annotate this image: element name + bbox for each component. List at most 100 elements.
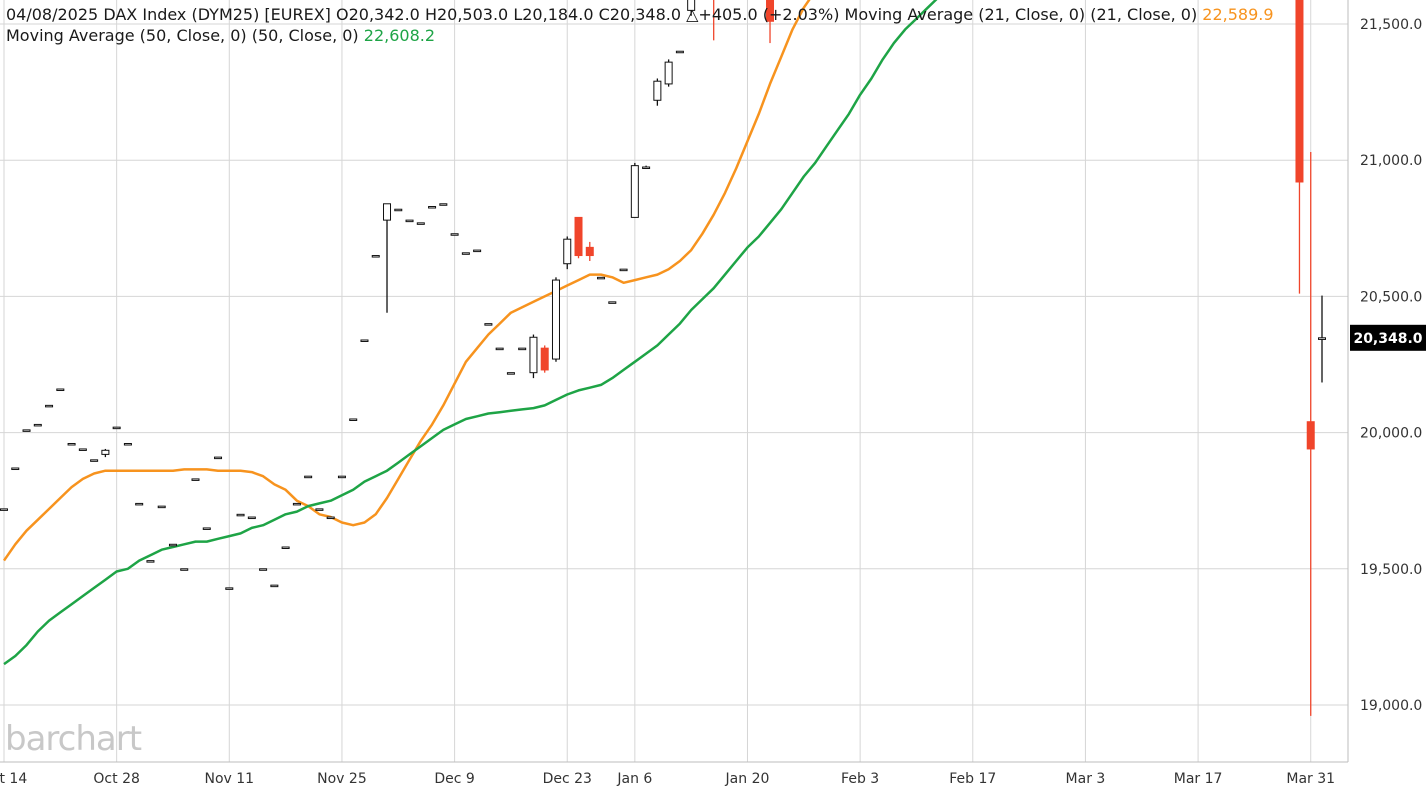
candle xyxy=(304,475,313,479)
ma50-legend-value: 22,608.2 xyxy=(363,26,436,45)
header-change: △+405.0 (+2.03%) xyxy=(686,5,840,24)
x-tick-label: Feb 3 xyxy=(841,771,879,787)
candle xyxy=(78,448,87,451)
candle xyxy=(349,418,358,421)
candle-body xyxy=(585,246,594,257)
candle-body xyxy=(551,279,560,360)
candle xyxy=(214,456,223,460)
candle-body xyxy=(529,336,538,374)
candle-body xyxy=(135,502,144,506)
candle-body xyxy=(563,238,572,265)
candle-body xyxy=(78,448,87,451)
candle-body xyxy=(540,347,549,371)
candle xyxy=(22,429,31,432)
ma50-legend-label: Moving Average (50, Close, 0) (50, Close… xyxy=(6,26,359,45)
candle xyxy=(766,0,775,44)
candle xyxy=(236,513,245,517)
candle-body xyxy=(416,222,425,225)
candle xyxy=(315,508,324,511)
candle-body xyxy=(518,347,527,351)
candle xyxy=(574,216,583,259)
candle xyxy=(653,78,662,106)
candle xyxy=(383,203,392,313)
candle-body xyxy=(180,568,189,571)
candle-body xyxy=(157,505,166,509)
candle-body xyxy=(247,516,256,520)
candle-body xyxy=(236,513,245,517)
candle xyxy=(551,277,560,362)
candle xyxy=(225,587,234,590)
price-label: 20,348.0 xyxy=(1350,324,1426,351)
candle xyxy=(112,426,121,430)
price-label-text: 20,348.0 xyxy=(1353,331,1422,347)
candle-body xyxy=(0,508,8,511)
series-line xyxy=(2,0,811,562)
candle xyxy=(713,0,715,41)
candle xyxy=(394,208,403,212)
candle-body xyxy=(450,233,459,236)
candle-body xyxy=(270,584,279,588)
candle xyxy=(428,206,437,209)
candle-body xyxy=(11,467,20,471)
x-tick-label: Mar 31 xyxy=(1286,771,1335,787)
candle-body xyxy=(123,442,132,446)
x-tick-label: Feb 17 xyxy=(949,771,996,787)
candle xyxy=(642,165,651,170)
candle xyxy=(191,478,200,481)
candle-body xyxy=(394,208,403,212)
candle-body xyxy=(101,449,110,455)
x-tick-label: Dec 23 xyxy=(543,771,592,787)
candle-body xyxy=(112,426,121,430)
candle-body xyxy=(337,475,346,479)
candle xyxy=(608,301,617,304)
candle-body xyxy=(326,516,335,520)
candle xyxy=(0,508,8,511)
candle xyxy=(337,475,346,479)
candle-body xyxy=(428,206,437,209)
candle-body xyxy=(642,166,651,170)
candle-body xyxy=(506,372,515,375)
candle xyxy=(529,334,538,379)
candle xyxy=(67,442,76,446)
candle-body xyxy=(484,323,493,326)
candle xyxy=(123,442,132,446)
candle-body xyxy=(766,0,775,22)
candle xyxy=(90,459,99,462)
candle-body xyxy=(664,61,673,85)
candle xyxy=(247,516,256,520)
candle xyxy=(326,516,335,520)
candle xyxy=(259,568,268,571)
candle-body xyxy=(630,165,639,218)
x-tick-label: Dec 9 xyxy=(434,771,474,787)
header-high: H20,503.0 xyxy=(424,5,509,24)
candle xyxy=(1295,0,1304,294)
candle-body xyxy=(574,216,583,257)
candle xyxy=(484,323,493,326)
candle xyxy=(416,222,425,225)
candle-body xyxy=(56,388,65,392)
y-tick-label: 19,000.0 xyxy=(1360,698,1422,714)
candle-body xyxy=(304,475,313,479)
y-tick-label: 19,500.0 xyxy=(1360,562,1422,578)
candle-body xyxy=(1318,337,1326,340)
candle xyxy=(461,252,470,255)
header-close: C20,348.0 xyxy=(598,5,682,24)
y-tick-label: 21,000.0 xyxy=(1360,153,1422,169)
candle-body xyxy=(1306,421,1315,450)
candle-body xyxy=(371,255,380,258)
x-tick-label: Nov 11 xyxy=(205,771,255,787)
chart-header-line-1: 04/08/2025 DAX Index (DYM25) [EUREX] O20… xyxy=(6,5,1274,25)
price-label-bg xyxy=(1350,324,1426,351)
candle xyxy=(495,347,504,351)
ma21-legend-value: 22,589.9 xyxy=(1202,5,1274,24)
ma21-legend-label: Moving Average (21, Close, 0) (21, Close… xyxy=(844,5,1198,24)
candle-body xyxy=(281,546,290,550)
candle-body xyxy=(439,203,448,206)
candle xyxy=(597,276,606,280)
candle-body xyxy=(214,456,223,460)
x-tick-label: Nov 25 xyxy=(317,771,367,787)
candle-body xyxy=(495,347,504,351)
grid-lines xyxy=(0,0,1348,762)
candle xyxy=(157,505,166,509)
